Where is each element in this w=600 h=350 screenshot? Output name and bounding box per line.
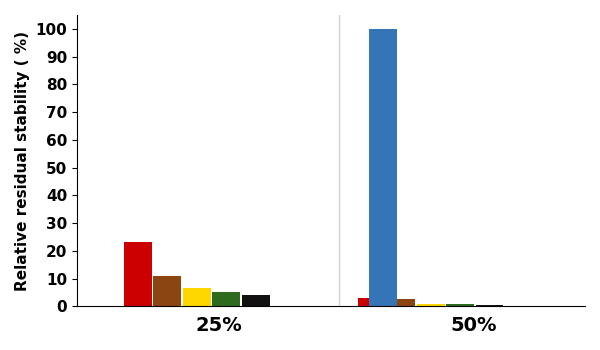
Bar (476, 305, 503, 306)
Bar (154, 276, 181, 306)
Bar (358, 298, 386, 306)
Bar (369, 29, 397, 306)
Bar (242, 295, 270, 306)
Y-axis label: Relative residual stability ( %): Relative residual stability ( %) (15, 31, 30, 290)
Bar (446, 304, 474, 306)
Bar (183, 288, 211, 306)
Bar (124, 243, 152, 306)
Bar (212, 292, 241, 306)
Bar (416, 303, 445, 306)
Bar (387, 299, 415, 306)
